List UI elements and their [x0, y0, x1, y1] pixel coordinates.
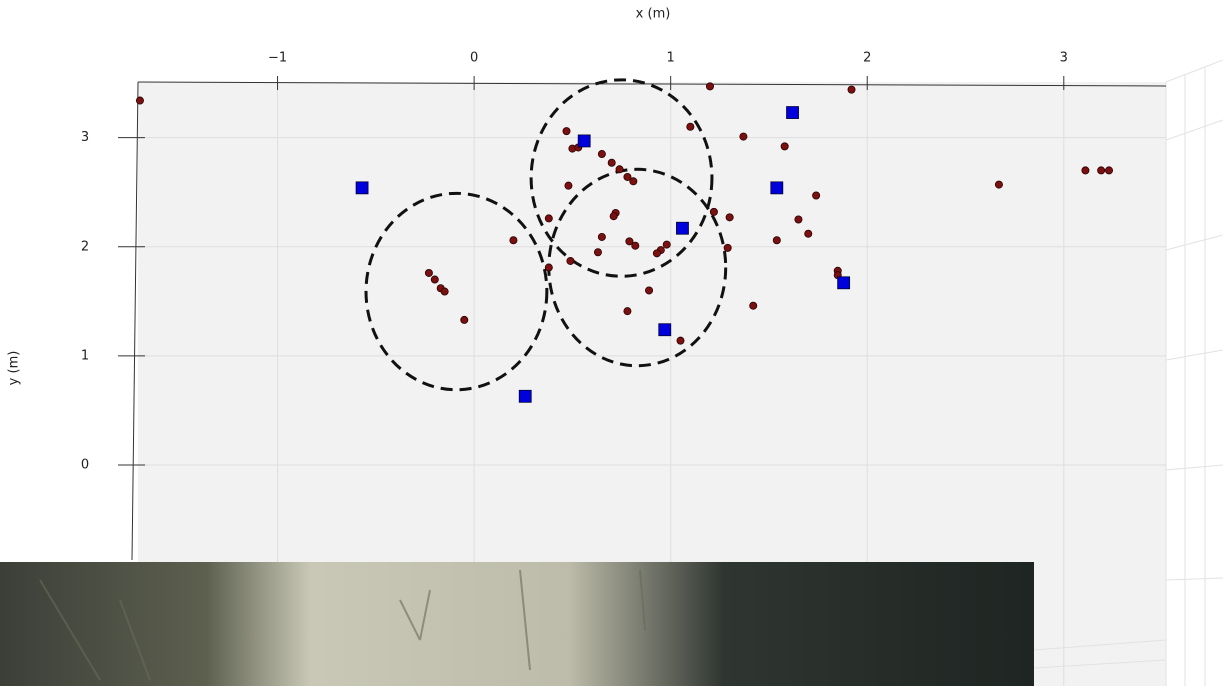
point-marker: [598, 233, 605, 240]
point-marker: [848, 86, 855, 93]
point-marker: [461, 316, 468, 323]
point-marker: [136, 97, 143, 104]
page: x (m) y (m) −101230123 (() => { const da…: [0, 0, 1223, 686]
point-marker: [781, 143, 788, 150]
point-marker: [545, 264, 552, 271]
point-marker: [624, 308, 631, 315]
anchor-marker: [838, 277, 850, 289]
point-marker: [441, 288, 448, 295]
point-marker: [773, 237, 780, 244]
anchor-marker: [578, 135, 590, 147]
x-axis-label: x (m): [636, 7, 671, 22]
anchor-marker: [356, 182, 368, 194]
point-marker: [510, 237, 517, 244]
point-marker: [795, 216, 802, 223]
point-marker: [726, 214, 733, 221]
point-marker: [567, 257, 574, 264]
point-marker: [813, 192, 820, 199]
point-marker: [740, 133, 747, 140]
chart: x (m) y (m) −1 0 1 2 3 0 1 2 3: [0, 0, 1223, 686]
point-marker: [706, 83, 713, 90]
point-marker: [724, 244, 731, 251]
point-marker: [677, 337, 684, 344]
y-tick-label: 1: [81, 348, 89, 363]
x-tick-label: 3: [1060, 51, 1068, 66]
point-marker: [995, 181, 1002, 188]
point-marker: [425, 269, 432, 276]
point-marker: [1098, 167, 1105, 174]
point-marker: [663, 241, 670, 248]
point-marker: [805, 230, 812, 237]
anchor-marker: [519, 390, 531, 402]
point-marker: [563, 128, 570, 135]
point-marker: [1105, 167, 1112, 174]
photo-overlay: [0, 562, 1034, 686]
point-marker: [594, 249, 601, 256]
point-marker: [598, 150, 605, 157]
y-tick-label: 0: [81, 458, 89, 473]
point-marker: [545, 215, 552, 222]
y-tick-label: 3: [81, 130, 89, 145]
point-marker: [710, 208, 717, 215]
point-marker: [653, 250, 660, 257]
y-tick-label: 2: [81, 239, 89, 254]
x-tick-label: 2: [863, 51, 871, 66]
anchor-marker: [787, 107, 799, 119]
point-marker: [610, 213, 617, 220]
anchor-marker: [659, 324, 671, 336]
point-marker: [630, 178, 637, 185]
x-tick-label: −1: [268, 51, 287, 66]
point-marker: [616, 166, 623, 173]
point-marker: [750, 302, 757, 309]
anchor-marker: [771, 182, 783, 194]
anchor-marker: [676, 222, 688, 234]
point-marker: [645, 287, 652, 294]
point-marker: [1082, 167, 1089, 174]
point-marker: [608, 159, 615, 166]
x-tick-label: 1: [667, 51, 675, 66]
y-axis-line: [132, 82, 138, 560]
point-marker: [632, 242, 639, 249]
point-marker: [687, 123, 694, 130]
x-tick-label: 0: [470, 51, 478, 66]
point-marker: [431, 276, 438, 283]
y-axis-label: y (m): [7, 351, 22, 386]
point-marker: [565, 182, 572, 189]
